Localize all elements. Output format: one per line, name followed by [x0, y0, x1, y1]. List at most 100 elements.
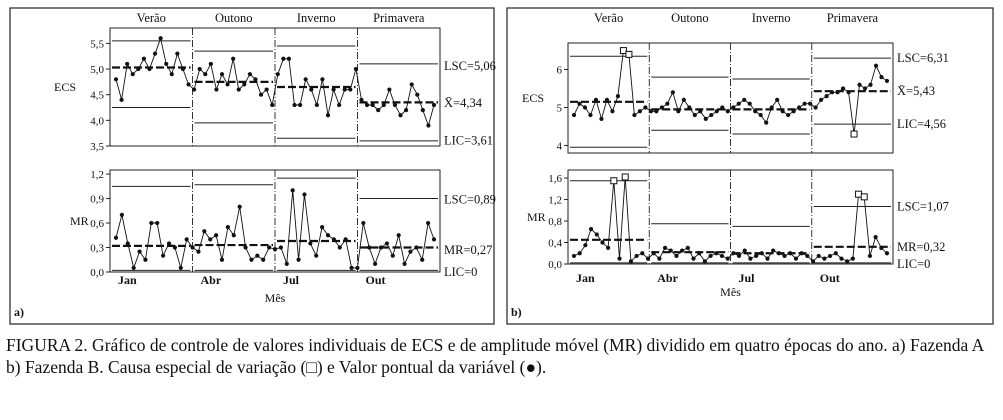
data-point [617, 256, 622, 261]
month-label: Jan [118, 273, 137, 287]
data-point [588, 226, 594, 232]
data-point [606, 245, 611, 250]
data-point [390, 253, 395, 258]
panel-label: a) [14, 305, 24, 319]
y-tick-label: 1,2 [90, 169, 104, 181]
data-point [657, 256, 662, 261]
data-point [125, 61, 130, 67]
data-point [166, 241, 172, 246]
y-tick-label: 4 [557, 140, 563, 152]
data-point [736, 253, 742, 259]
data-point [725, 256, 730, 261]
y-tick-label: 1,2 [548, 195, 562, 207]
month-label: Abr [657, 271, 678, 285]
data-point [325, 113, 331, 118]
y-tick-label: 3,5 [90, 141, 104, 153]
data-point [754, 253, 759, 259]
data-point [628, 259, 634, 264]
data-point [879, 245, 884, 250]
y-tick-label: 0,3 [90, 243, 104, 255]
data-point [819, 97, 824, 102]
data-point [793, 256, 799, 261]
data-point [753, 109, 758, 114]
limit-label: LSC=0,89 [444, 192, 496, 206]
data-point [349, 265, 354, 271]
data-point [320, 225, 325, 230]
data-point [331, 237, 336, 242]
data-point [415, 92, 420, 97]
data-point [396, 233, 401, 238]
data-point [292, 102, 297, 108]
limit-label: MR=0,27 [444, 243, 492, 257]
data-point [775, 97, 780, 102]
data-point [302, 192, 307, 197]
data-point [172, 245, 177, 250]
data-point [381, 102, 386, 108]
data-point [398, 113, 403, 118]
data-point [275, 72, 280, 77]
data-point [270, 102, 275, 108]
figure-caption: FIGURA 2. Gráfico de controle de valores… [6, 335, 984, 377]
data-point [765, 256, 770, 261]
data-point [816, 253, 821, 259]
data-point [373, 261, 378, 266]
data-point [314, 253, 319, 258]
data-point [615, 94, 621, 99]
data-point [769, 105, 774, 110]
data-point [258, 92, 264, 97]
data-point [186, 82, 191, 87]
data-point [164, 61, 169, 67]
y-tick-label: 5,0 [90, 64, 104, 76]
data-point [748, 256, 753, 261]
data-point [692, 112, 697, 118]
data-point [786, 112, 791, 118]
data-point [714, 251, 719, 256]
data-point [237, 204, 242, 209]
data-point [714, 109, 719, 114]
data-point [867, 253, 873, 259]
data-point [577, 101, 582, 106]
data-point [361, 220, 366, 226]
y-tick-label: 0,8 [548, 216, 562, 228]
data-point [337, 245, 342, 250]
data-point [709, 112, 714, 118]
data-point [571, 112, 577, 118]
data-point [797, 105, 802, 110]
data-point [577, 251, 582, 256]
data-point [632, 112, 637, 118]
limit-label: MR=0,32 [897, 240, 945, 254]
data-point [426, 123, 431, 128]
data-point [879, 75, 884, 80]
data-point [702, 259, 707, 264]
data-point [219, 72, 225, 77]
data-point [431, 102, 437, 108]
data-point [697, 251, 702, 256]
data-point [136, 66, 141, 72]
data-point [681, 97, 686, 102]
data-point [342, 87, 347, 92]
x-axis-title: Mês [265, 291, 286, 305]
data-point [822, 256, 827, 261]
data-point [387, 87, 392, 92]
data-point [364, 102, 370, 108]
y-tick-label: 6 [557, 65, 563, 77]
y-axis-label: ECS [54, 80, 76, 94]
data-point [314, 102, 319, 108]
data-point [808, 101, 813, 106]
data-point [420, 107, 425, 113]
data-point [420, 257, 425, 262]
data-point [404, 107, 409, 113]
data-point [178, 265, 183, 271]
y-tick-label: 0,4 [548, 238, 562, 250]
limit-label: LIC=0 [897, 257, 930, 271]
season-label: Primavera [827, 11, 879, 25]
panel-label: b) [511, 305, 522, 319]
season-label: Verão [137, 11, 166, 25]
season-label: Outono [671, 11, 709, 25]
data-point [840, 86, 846, 91]
data-point [158, 36, 163, 41]
special-cause-marker [619, 47, 627, 55]
data-point [384, 241, 389, 246]
data-point [236, 87, 241, 92]
data-point [845, 259, 850, 264]
